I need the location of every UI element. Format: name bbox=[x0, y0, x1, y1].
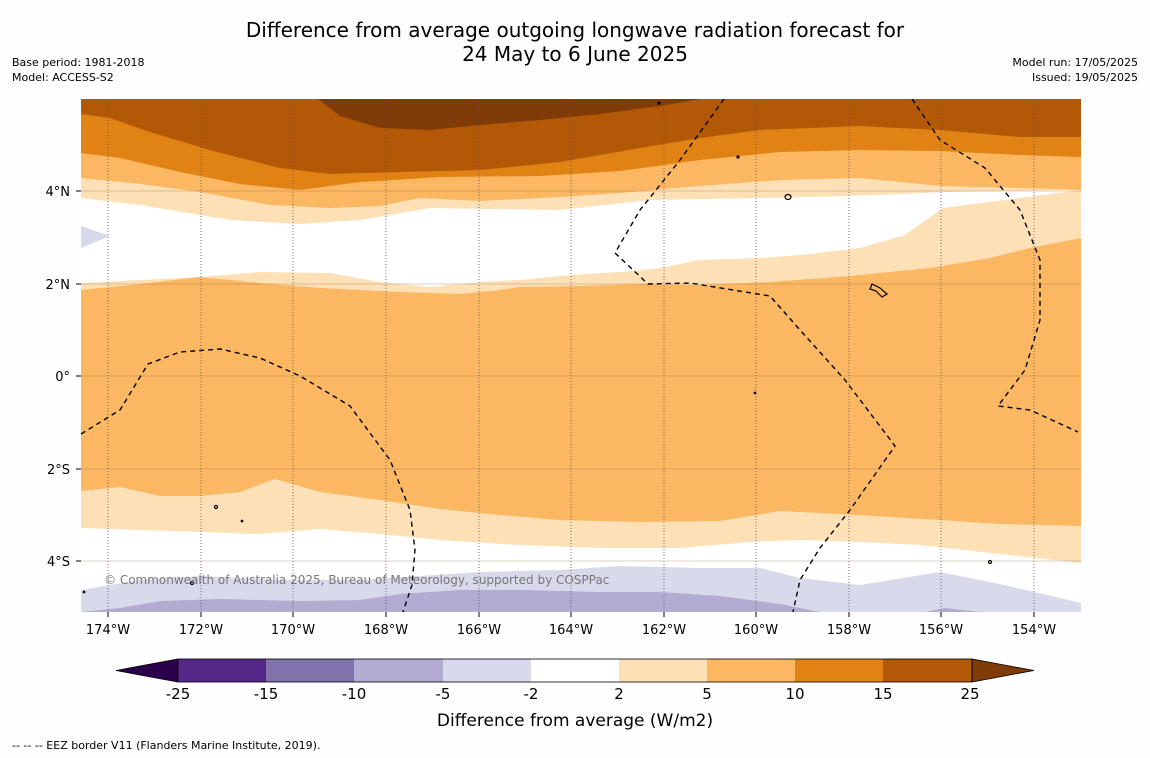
colorbar-segment bbox=[531, 659, 619, 682]
band-25-north bbox=[318, 99, 700, 130]
x-tick-label: 164°W bbox=[549, 623, 593, 638]
colorbar-label: 5 bbox=[702, 685, 712, 703]
x-tick-label: 166°W bbox=[457, 623, 501, 638]
colorbar-title: Difference from average (W/m2) bbox=[437, 711, 713, 731]
eez-legend-note: -- -- -- EEZ border V11 (Flanders Marine… bbox=[12, 739, 321, 752]
colorbar-segment bbox=[354, 659, 443, 682]
model-name: Model: ACCESS-S2 bbox=[12, 71, 114, 84]
x-tick-label: 162°W bbox=[642, 623, 686, 638]
colorbar-label: 15 bbox=[873, 685, 892, 703]
band-neg5-10-south bbox=[81, 590, 820, 612]
model-run: Model run: 17/05/2025 bbox=[1012, 56, 1138, 69]
y-tick-label: 2°N bbox=[46, 278, 71, 293]
x-tick-label: 156°W bbox=[919, 623, 963, 638]
y-tick-label: 4°S bbox=[47, 555, 70, 570]
map-area: © Commonwealth of Australia 2025, Bureau… bbox=[81, 99, 1081, 612]
x-tick-label: 160°W bbox=[734, 623, 778, 638]
x-axis: 174°W 172°W 170°W 168°W 166°W 164°W 162°… bbox=[86, 612, 1056, 638]
colorbar-arrow-high bbox=[971, 658, 1035, 683]
islands bbox=[82, 101, 993, 594]
colorbar-label: 25 bbox=[960, 685, 979, 703]
x-tick-label: 168°W bbox=[364, 623, 408, 638]
colorbar-label: 10 bbox=[785, 685, 804, 703]
base-period: Base period: 1981-2018 bbox=[12, 56, 145, 69]
colorbar-label: -2 bbox=[524, 685, 539, 703]
colorbar-label: -15 bbox=[254, 685, 279, 703]
colorbar-segment bbox=[795, 659, 883, 682]
band-15-25-north bbox=[81, 99, 1081, 174]
band-neg5-10-east bbox=[925, 608, 980, 612]
y-tick-label: 4°N bbox=[46, 185, 71, 200]
run-info: Model run: 17/05/2025 Issued: 19/05/2025 bbox=[1012, 55, 1138, 85]
colorbar-segment bbox=[266, 659, 354, 682]
colorbar-label: -10 bbox=[342, 685, 367, 703]
colorbar-label: -25 bbox=[166, 685, 191, 703]
eez-borders bbox=[81, 99, 1079, 612]
colorbar-arrow-low bbox=[115, 658, 179, 683]
colorbar: -25 -15 -10 -5 -2 2 5 10 15 25 Differenc… bbox=[115, 658, 1035, 731]
colorbar-segment bbox=[707, 659, 795, 682]
colorbar-label: -5 bbox=[436, 685, 451, 703]
model-info: Base period: 1981-2018 Model: ACCESS-S2 bbox=[12, 55, 144, 85]
title-line-2: 24 May to 6 June 2025 bbox=[462, 42, 688, 66]
x-tick-label: 172°W bbox=[179, 623, 223, 638]
chart-title: Difference from average outgoing longwav… bbox=[0, 18, 1150, 66]
x-tick-label: 174°W bbox=[86, 623, 130, 638]
negative-patch-west bbox=[81, 226, 110, 248]
colorbar-label: 2 bbox=[614, 685, 624, 703]
colorbar-segment bbox=[619, 659, 707, 682]
latitude-lines bbox=[81, 190, 1081, 562]
y-axis: 4°N 2°N 0° 2°S 4°S bbox=[46, 185, 81, 570]
y-tick-label: 0° bbox=[55, 370, 70, 385]
x-tick-label: 170°W bbox=[271, 623, 315, 638]
x-tick-label: 158°W bbox=[827, 623, 871, 638]
colorbar-segment bbox=[883, 659, 972, 682]
x-tick-label: 154°W bbox=[1012, 623, 1056, 638]
issued-date: Issued: 19/05/2025 bbox=[1031, 71, 1138, 84]
title-line-1: Difference from average outgoing longwav… bbox=[245, 18, 905, 42]
colorbar-segment bbox=[178, 659, 266, 682]
y-tick-label: 2°S bbox=[47, 463, 70, 478]
colorbar-segment bbox=[443, 659, 531, 682]
copyright-notice: © Commonwealth of Australia 2025, Bureau… bbox=[104, 573, 609, 587]
